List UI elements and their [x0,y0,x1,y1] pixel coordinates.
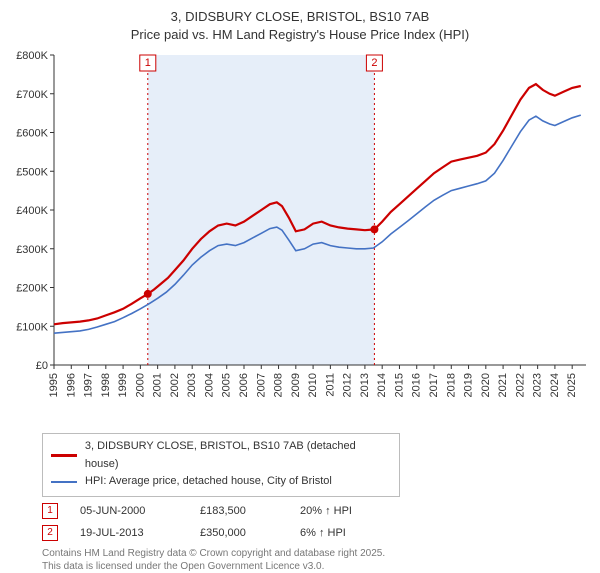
svg-text:£100K: £100K [16,321,48,333]
title-line-2: Price paid vs. HM Land Registry's House … [10,26,590,44]
svg-text:2021: 2021 [497,373,509,397]
footnote-line-1: Contains HM Land Registry data © Crown c… [42,547,590,560]
legend-swatch-blue [51,481,77,483]
svg-text:2001: 2001 [152,373,164,397]
svg-text:2006: 2006 [238,373,250,397]
sale-date-2: 19-JUL-2013 [80,527,200,539]
svg-text:2008: 2008 [273,373,285,397]
legend: 3, DIDSBURY CLOSE, BRISTOL, BS10 7AB (de… [42,433,400,497]
chart-plot-area: £0 £100K £200K £300K £400K £500K £600K £700K £80… [10,47,590,427]
svg-text:1999: 1999 [117,373,129,397]
svg-text:2013: 2013 [359,373,371,397]
sale-marker-2: 2 [42,525,58,541]
svg-text:1998: 1998 [100,373,112,397]
legend-label-2: HPI: Average price, detached house, City… [85,473,332,491]
svg-text:£800K: £800K [16,50,48,62]
legend-label-1: 3, DIDSBURY CLOSE, BRISTOL, BS10 7AB (de… [85,438,391,473]
svg-text:1997: 1997 [83,373,95,397]
sales-table: 1 05-JUN-2000 £183,500 20% ↑ HPI 2 19-JU… [42,503,590,541]
footnote-line-2: This data is licensed under the Open Gov… [42,560,590,573]
svg-text:2020: 2020 [480,373,492,397]
svg-text:2010: 2010 [307,373,319,397]
svg-text:2003: 2003 [186,373,198,397]
title-line-1: 3, DIDSBURY CLOSE, BRISTOL, BS10 7AB [10,8,590,26]
legend-item-2: HPI: Average price, detached house, City… [51,473,391,491]
svg-text:2009: 2009 [290,373,302,397]
svg-text:1: 1 [145,57,151,69]
svg-text:2019: 2019 [463,373,475,397]
svg-text:2000: 2000 [134,373,146,397]
svg-text:2011: 2011 [324,373,336,397]
sale-row-1: 1 05-JUN-2000 £183,500 20% ↑ HPI [42,503,590,519]
svg-text:£300K: £300K [16,244,48,256]
chart-container: 3, DIDSBURY CLOSE, BRISTOL, BS10 7AB Pri… [0,0,600,560]
chart-title: 3, DIDSBURY CLOSE, BRISTOL, BS10 7AB Pri… [10,8,590,43]
svg-text:1996: 1996 [65,373,77,397]
svg-text:£500K: £500K [16,166,48,178]
svg-text:2018: 2018 [445,373,457,397]
svg-text:2005: 2005 [221,373,233,397]
sale-row-2: 2 19-JUL-2013 £350,000 6% ↑ HPI [42,525,590,541]
svg-text:2007: 2007 [255,373,267,397]
svg-text:£700K: £700K [16,89,48,101]
svg-text:2025: 2025 [566,373,578,397]
svg-text:£600K: £600K [16,128,48,140]
svg-text:2004: 2004 [203,373,215,397]
svg-text:2015: 2015 [393,373,405,397]
legend-item-1: 3, DIDSBURY CLOSE, BRISTOL, BS10 7AB (de… [51,438,391,473]
svg-text:£0: £0 [36,360,48,372]
chart-svg: £0 £100K £200K £300K £400K £500K £600K £700K £80… [10,47,590,427]
sale-delta-1: 20% ↑ HPI [300,505,410,517]
sale-price-1: £183,500 [200,505,300,517]
sale-delta-2: 6% ↑ HPI [300,527,410,539]
legend-swatch-red [51,454,77,457]
svg-text:2017: 2017 [428,373,440,397]
svg-text:1995: 1995 [48,373,60,397]
svg-text:2012: 2012 [342,373,354,397]
svg-text:2: 2 [371,57,377,69]
svg-text:2002: 2002 [169,373,181,397]
sale-marker-1: 1 [42,503,58,519]
sale-date-1: 05-JUN-2000 [80,505,200,517]
sale-price-2: £350,000 [200,527,300,539]
svg-text:2014: 2014 [376,373,388,397]
svg-text:£400K: £400K [16,205,48,217]
svg-text:2022: 2022 [514,373,526,397]
svg-text:2023: 2023 [532,373,544,397]
svg-text:2024: 2024 [549,373,561,397]
svg-text:2016: 2016 [411,373,423,397]
svg-text:£200K: £200K [16,283,48,295]
